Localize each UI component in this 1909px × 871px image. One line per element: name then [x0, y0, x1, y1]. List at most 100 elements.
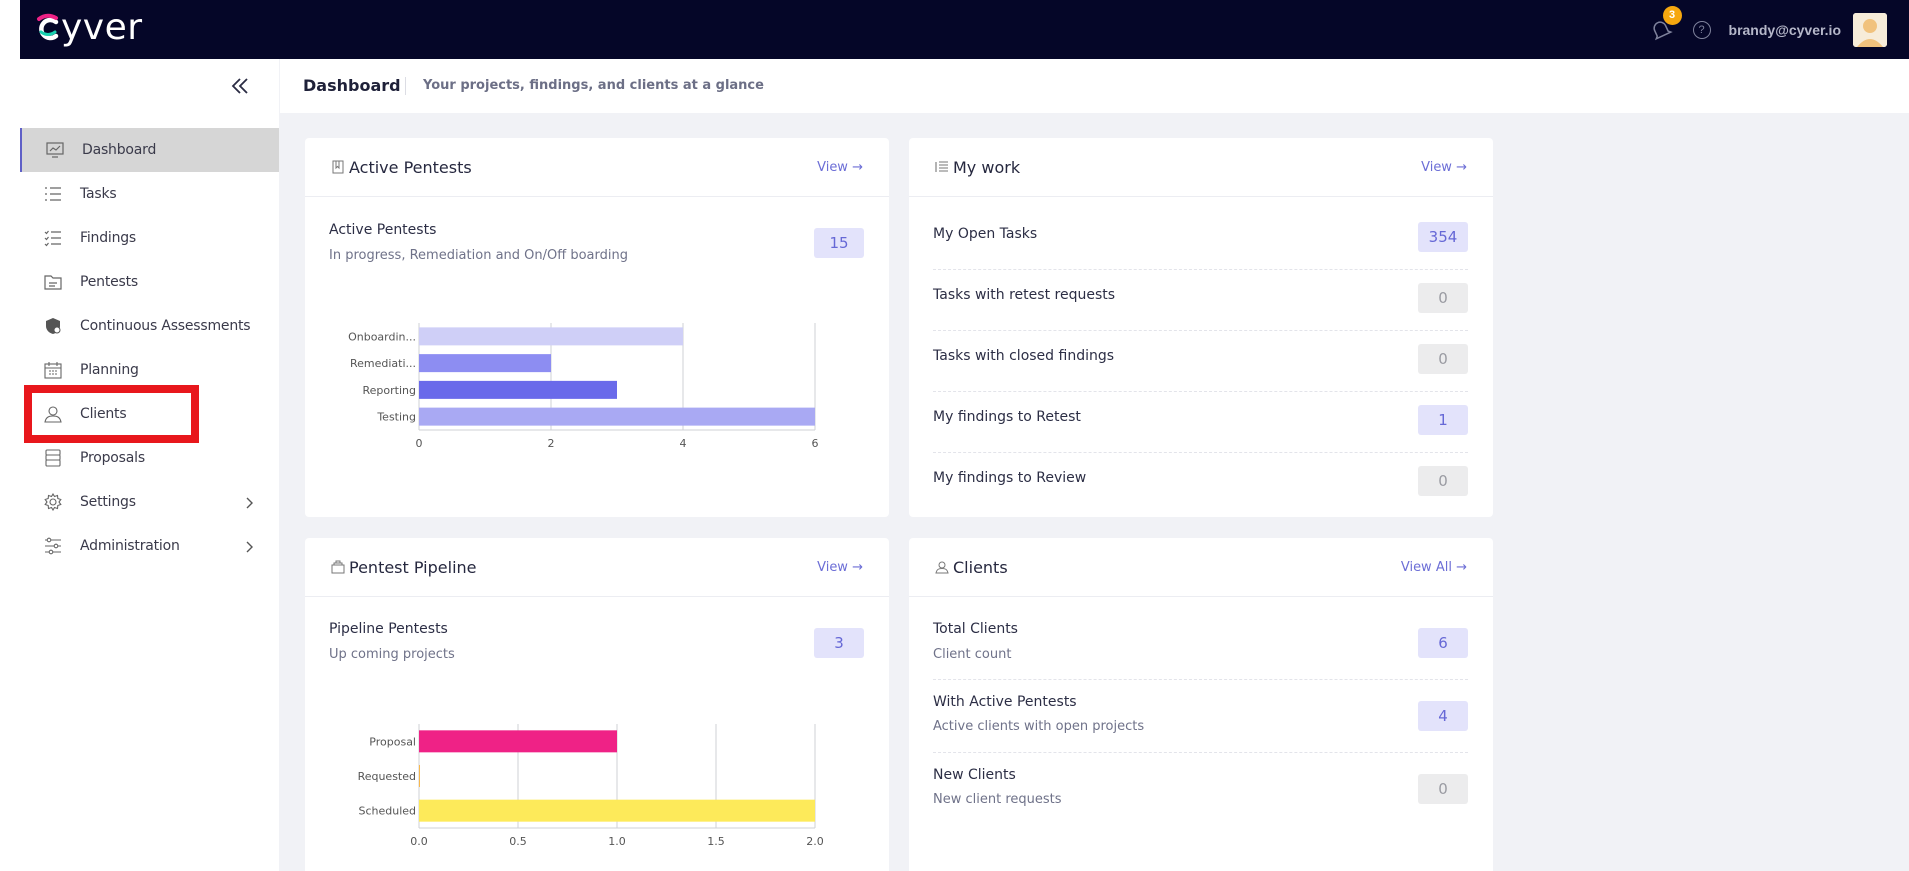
logo-text: yver	[61, 7, 143, 48]
user-icon	[935, 560, 949, 574]
calendar-icon	[44, 361, 62, 379]
checklist-icon	[44, 229, 62, 247]
page-title: Dashboard	[303, 76, 401, 95]
stat-title: Pipeline Pentests	[329, 621, 448, 637]
pipeline-category-label: Proposal	[369, 735, 416, 748]
sidebar-item-clients[interactable]: Clients	[20, 392, 279, 436]
user-email[interactable]: brandy@cyver.io	[1728, 21, 1841, 38]
retest-requests-label: Tasks with retest requests	[933, 287, 1116, 303]
total-clients-label: Total Clients	[933, 621, 1018, 637]
card-header: Clients View All →	[909, 538, 1493, 597]
bell-icon[interactable]: 3	[1649, 5, 1682, 42]
pipeline-tick-label: 2.0	[806, 835, 824, 848]
stat-subtitle: Up coming projects	[329, 647, 455, 662]
active-clients-count[interactable]: 4	[1418, 701, 1468, 731]
sidebar-item-label: Findings	[80, 230, 137, 246]
double-chevron-left-icon[interactable]	[228, 73, 252, 99]
row-divider	[933, 330, 1468, 331]
view-link-label: View	[1421, 160, 1452, 175]
stat-badge: 3	[814, 628, 864, 658]
retest-requests-count[interactable]: 0	[1418, 283, 1468, 313]
pipeline-tick-label: 0.0	[410, 835, 428, 848]
closed-findings-count[interactable]: 0	[1418, 344, 1468, 374]
bookmark-icon	[331, 160, 345, 174]
findings-to-review-count[interactable]: 0	[1418, 466, 1468, 496]
pipeline-tick-label: 0.5	[509, 835, 527, 848]
row-divider	[933, 269, 1468, 270]
card-header: My work View →	[909, 138, 1493, 197]
active-pentests-category-label: Testing	[376, 411, 416, 424]
stat-title: Active Pentests	[329, 222, 437, 238]
sidebar-item-settings[interactable]: Settings	[20, 480, 279, 524]
my-open-tasks-count[interactable]: 354	[1418, 222, 1468, 252]
cyver-logo[interactable]: yver	[36, 6, 143, 50]
arrow-right-icon: →	[1456, 560, 1467, 575]
sidebar-item-findings[interactable]: Findings	[20, 216, 279, 260]
pipeline-bar	[419, 730, 617, 753]
new-clients-count[interactable]: 0	[1418, 774, 1468, 804]
notification-badge: 3	[1662, 5, 1682, 25]
card-header: Pentest Pipeline View →	[305, 538, 889, 597]
closed-findings-label: Tasks with closed findings	[933, 348, 1115, 364]
topbar-actions: 3 ? brandy@cyver.io	[1649, 0, 1887, 59]
findings-to-review-label: My findings to Review	[933, 470, 1087, 486]
pipeline-bar	[419, 765, 420, 787]
sidebar-item-tasks[interactable]: Tasks	[20, 172, 279, 216]
view-all-link-label: View All	[1400, 560, 1452, 575]
shield-icon	[44, 317, 62, 335]
list-icon	[935, 160, 949, 174]
stat-badge: 15	[814, 228, 864, 258]
active-pentests-bar	[419, 407, 815, 426]
card-title: My work	[953, 158, 1021, 177]
sidebar-item-dashboard[interactable]: Dashboard	[20, 128, 279, 172]
help-icon[interactable]: ?	[1692, 20, 1711, 39]
page-subtitle: Your projects, findings, and clients at …	[423, 78, 764, 93]
active-pentests-card: Active Pentests View → Active Pentests I…	[305, 138, 889, 517]
sidebar-item-administration[interactable]: Administration	[20, 524, 279, 568]
sidebar-header	[20, 59, 279, 113]
sidebar-item-proposals[interactable]: Proposals	[20, 436, 279, 480]
clients-card: Clients View All → Total Clients Client …	[909, 538, 1493, 871]
sidebar-item-planning[interactable]: Planning	[20, 348, 279, 392]
view-link-label: View	[817, 560, 848, 575]
active-clients-label: With Active Pentests	[933, 694, 1077, 710]
sidebar: Dashboard Tasks Findings Pentests Contin…	[20, 113, 279, 871]
active-pentests-chart: 0 2 4 6 Onboardin... Remediati... Reporting Tes…	[348, 323, 819, 450]
monitor-chart-icon	[46, 141, 64, 159]
pentest-pipeline-card: Pentest Pipeline View → Pipeline Pentest…	[305, 538, 889, 871]
view-link[interactable]: View →	[817, 538, 863, 597]
new-clients-label: New Clients	[933, 767, 1016, 783]
stack-icon	[44, 449, 62, 467]
active-pentests-tick-label: 4	[680, 437, 687, 450]
sidebar-item-label: Continuous Assessments	[80, 318, 251, 334]
total-clients-count[interactable]: 6	[1418, 628, 1468, 658]
pentest-pipeline-chart: 0.0 0.5 1.0 1.5 2.0 Proposal Requested Schedule…	[358, 724, 824, 848]
findings-to-retest-count[interactable]: 1	[1418, 405, 1468, 435]
pipeline-tick-label: 1.5	[707, 835, 725, 848]
sidebar-item-label: Pentests	[80, 274, 139, 290]
row-divider	[933, 679, 1468, 680]
total-clients-sub: Client count	[933, 647, 1012, 662]
active-pentests-bar	[419, 327, 683, 346]
sidebar-item-label: Administration	[80, 538, 180, 554]
sidebar-item-pentests[interactable]: Pentests	[20, 260, 279, 304]
active-pentests-tick-label: 6	[812, 437, 819, 450]
view-link[interactable]: View →	[817, 138, 863, 197]
pipeline-icon	[331, 560, 345, 574]
avatar[interactable]	[1853, 12, 1887, 47]
active-pentests-category-label: Onboardin...	[348, 330, 416, 343]
list-icon	[44, 185, 62, 203]
pipeline-tick-label: 1.0	[608, 835, 626, 848]
my-open-tasks-label: My Open Tasks	[933, 226, 1038, 242]
active-pentests-bar	[419, 354, 551, 373]
new-clients-sub: New client requests	[933, 792, 1062, 807]
view-all-link[interactable]: View All →	[1401, 538, 1467, 597]
view-link[interactable]: View →	[1421, 138, 1467, 197]
sidebar-item-continuous-assessments[interactable]: Continuous Assessments	[20, 304, 279, 348]
gear-icon	[44, 492, 62, 512]
active-clients-sub: Active clients with open projects	[933, 719, 1145, 734]
sidebar-item-label: Tasks	[80, 186, 117, 202]
pipeline-category-label: Requested	[358, 770, 416, 783]
chevron-right-icon	[244, 540, 254, 553]
sidebar-item-label: Planning	[80, 362, 139, 378]
